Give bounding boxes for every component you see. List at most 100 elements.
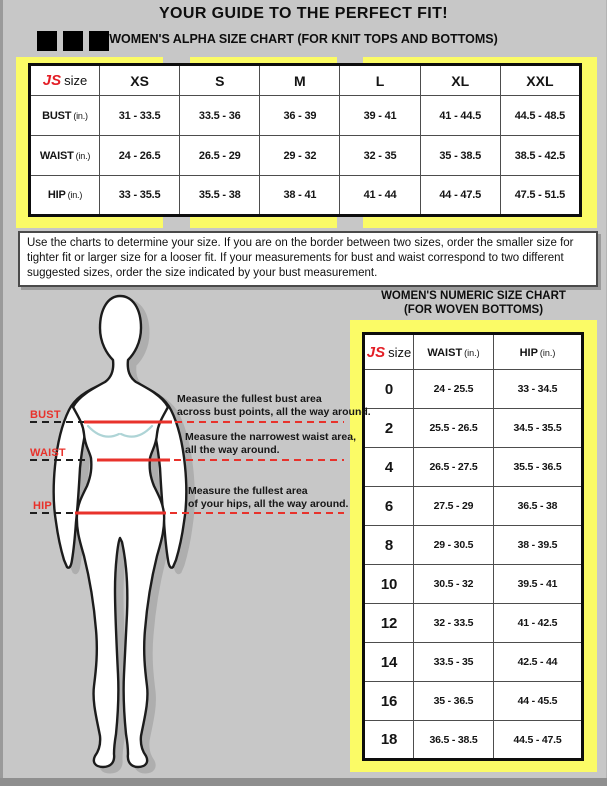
numeric-heading-line1: WOMEN'S NUMERIC SIZE CHART [381, 290, 566, 302]
numeric-size-cell: 14 [363, 642, 414, 682]
numeric-hip-cell: 38 - 39.5 [493, 525, 583, 565]
alpha-cell: 32 - 35 [339, 135, 421, 176]
numeric-size-cell: 8 [363, 525, 414, 565]
alpha-cell: 47.5 - 51.5 [499, 175, 582, 216]
numeric-size-cell: 10 [363, 564, 414, 604]
numeric-row: 4 26.5 - 27.5 35.5 - 36.5 [363, 447, 583, 487]
alpha-header-row: JS size XS S M L XL XXL [29, 64, 582, 96]
alpha-col-header: XL [419, 64, 501, 96]
alpha-cell: 44 - 47.5 [419, 175, 501, 216]
hip-label: HIP [33, 500, 52, 512]
page-title: YOUR GUIDE TO THE PERFECT FIT! [158, 5, 449, 22]
alpha-cell: 24 - 26.5 [98, 135, 181, 176]
numeric-size-cell: 0 [363, 369, 414, 409]
alpha-chart-heading: WOMEN'S ALPHA SIZE CHART (FOR KNIT TOPS … [109, 32, 498, 46]
numeric-waist-cell: 32 - 33.5 [413, 603, 494, 643]
square-icon [89, 31, 109, 51]
hip-note: Measure the fullest area of your hips, a… [188, 485, 349, 510]
numeric-size-cell: 2 [363, 408, 414, 448]
numeric-hip-cell: 44 - 45.5 [493, 681, 583, 721]
body-figure [30, 294, 344, 774]
alpha-row: BUST (in.) 31 - 33.5 33.5 - 36 36 - 39 39 - 4… [29, 95, 582, 136]
numeric-row: 10 30.5 - 32 39.5 - 41 [363, 564, 583, 604]
bottom-edge [0, 778, 607, 786]
numeric-row: 16 35 - 36.5 44 - 45.5 [363, 681, 583, 721]
alpha-cell: 36 - 39 [259, 95, 341, 136]
alpha-cell: 41 - 44 [339, 175, 421, 216]
brand-size-word: size [64, 73, 88, 88]
numeric-hip-cell: 44.5 - 47.5 [493, 720, 583, 760]
instructions-text: Use the charts to determine your size. I… [27, 237, 574, 280]
numeric-waist-cell: 29 - 30.5 [413, 525, 494, 565]
bust-note: Measure the fullest bust area across bus… [177, 393, 371, 418]
alpha-cell: 38 - 41 [259, 175, 341, 216]
numeric-hip-cell: 34.5 - 35.5 [493, 408, 583, 448]
alpha-chart-highlight: JS size XS S M L XL XXL BUST (in.) 31 - 33.5 33.5… [16, 57, 597, 228]
alpha-cell: 35 - 38.5 [419, 135, 501, 176]
numeric-chart-highlight: JS size WAIST (in.) HIP (in.) 0 24 - 25.5 33 … [350, 320, 597, 772]
alpha-row-label: BUST (in.) [29, 95, 100, 136]
numeric-hip-cell: 36.5 - 38 [493, 486, 583, 526]
alpha-cell: 33 - 35.5 [98, 175, 181, 216]
numeric-hip-cell: 41 - 42.5 [493, 603, 583, 643]
waist-note: Measure the narrowest waist area, all th… [185, 431, 356, 456]
alpha-row: HIP (in.) 33 - 35.5 35.5 - 38 38 - 41 41 - 44… [29, 175, 582, 216]
alpha-table-body: BUST (in.) 31 - 33.5 33.5 - 36 36 - 39 39 - 4… [29, 95, 582, 216]
decor-squares [37, 31, 115, 51]
brand-logo-cell: JS size [29, 64, 100, 96]
numeric-waist-cell: 25.5 - 26.5 [413, 408, 494, 448]
alpha-cell: 41 - 44.5 [419, 95, 501, 136]
numeric-hip-header: HIP (in.) [493, 333, 583, 370]
alpha-col-header: S [179, 64, 261, 96]
numeric-waist-cell: 36.5 - 38.5 [413, 720, 494, 760]
numeric-hip-cell: 42.5 - 44 [493, 642, 583, 682]
numeric-row: 12 32 - 33.5 41 - 42.5 [363, 603, 583, 643]
instructions-box: Use the charts to determine your size. I… [18, 231, 598, 287]
numeric-table-body: 0 24 - 25.5 33 - 34.5 2 25.5 - 26.5 34.5 - 35… [363, 369, 583, 760]
numeric-size-table: JS size WAIST (in.) HIP (in.) 0 24 - 25.5 33 … [362, 332, 584, 761]
alpha-cell: 35.5 - 38 [179, 175, 261, 216]
alpha-cell: 31 - 33.5 [98, 95, 181, 136]
numeric-size-cell: 12 [363, 603, 414, 643]
alpha-row-label: WAIST (in.) [29, 135, 100, 176]
alpha-cell: 38.5 - 42.5 [499, 135, 582, 176]
alpha-cell: 39 - 41 [339, 95, 421, 136]
measurement-lines [30, 420, 344, 515]
numeric-hip-cell: 39.5 - 41 [493, 564, 583, 604]
numeric-waist-header: WAIST (in.) [413, 333, 494, 370]
numeric-waist-cell: 26.5 - 27.5 [413, 447, 494, 487]
numeric-row: 2 25.5 - 26.5 34.5 - 35.5 [363, 408, 583, 448]
numeric-size-cell: 18 [363, 720, 414, 760]
numeric-heading-line2: (FOR WOVEN BOTTOMS) [403, 303, 544, 316]
numeric-size-cell: 16 [363, 681, 414, 721]
numeric-header-row: JS size WAIST (in.) HIP (in.) [363, 333, 583, 370]
numeric-row: 0 24 - 25.5 33 - 34.5 [363, 369, 583, 409]
brand-js: JS [366, 343, 386, 361]
numeric-row: 6 27.5 - 29 36.5 - 38 [363, 486, 583, 526]
numeric-chart-heading: WOMEN'S NUMERIC SIZE CHART (FOR WOVEN BO… [350, 290, 597, 317]
numeric-waist-cell: 30.5 - 32 [413, 564, 494, 604]
alpha-cell: 29 - 32 [259, 135, 341, 176]
alpha-row: WAIST (in.) 24 - 26.5 26.5 - 29 29 - 32 32 - … [29, 135, 582, 176]
alpha-col-header: M [259, 64, 341, 96]
square-icon [63, 31, 83, 51]
brand-js: JS [42, 72, 62, 89]
alpha-row-label: HIP (in.) [29, 175, 100, 216]
numeric-hip-cell: 35.5 - 36.5 [493, 447, 583, 487]
bust-label: BUST [30, 409, 61, 421]
numeric-size-cell: 4 [363, 447, 414, 487]
numeric-waist-cell: 27.5 - 29 [413, 486, 494, 526]
numeric-row: 18 36.5 - 38.5 44.5 - 47.5 [363, 720, 583, 760]
alpha-size-table: JS size XS S M L XL XXL BUST (in.) 31 - 33.5 33.5… [28, 63, 582, 217]
numeric-size-cell: 6 [363, 486, 414, 526]
numeric-hip-cell: 33 - 34.5 [493, 369, 583, 409]
square-icon [37, 31, 57, 51]
brand-size-word: size [388, 344, 412, 360]
numeric-waist-cell: 24 - 25.5 [413, 369, 494, 409]
alpha-col-header: XS [98, 64, 181, 96]
alpha-cell: 33.5 - 36 [179, 95, 261, 136]
brand-logo-cell: JS size [363, 333, 414, 370]
numeric-row: 8 29 - 30.5 38 - 39.5 [363, 525, 583, 565]
alpha-cell: 26.5 - 29 [179, 135, 261, 176]
